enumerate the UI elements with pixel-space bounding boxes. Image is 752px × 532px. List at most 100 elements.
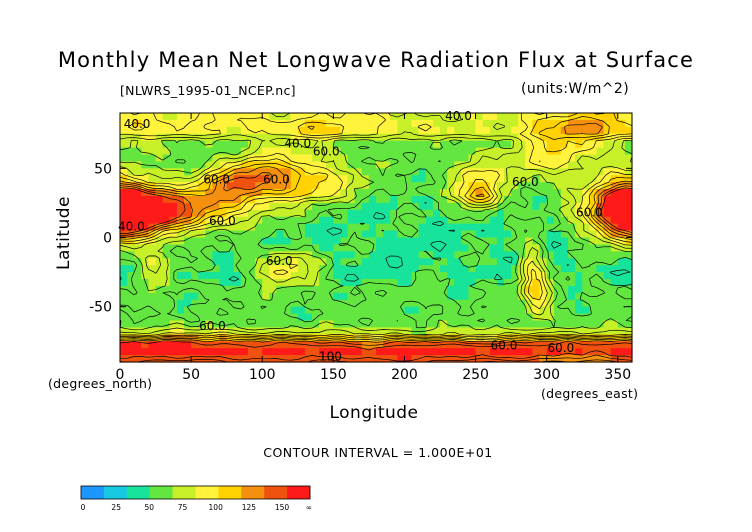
heatmap-cell [596, 237, 605, 246]
heatmap-cell [610, 251, 619, 259]
heatmap-cell [297, 113, 306, 121]
heatmap-cell [255, 327, 263, 335]
heatmap-cell [610, 348, 619, 356]
heatmap-cell [233, 258, 242, 266]
heatmap-cell [155, 355, 164, 363]
heatmap-cell [468, 306, 477, 315]
heatmap-cell [340, 355, 349, 363]
heatmap-cell [603, 140, 612, 149]
heatmap-cell [368, 147, 377, 156]
heatmap-cell [546, 292, 555, 301]
heatmap-cell [354, 327, 363, 335]
heatmap-cell [496, 119, 505, 128]
heatmap-cell [418, 168, 427, 176]
heatmap-cell [248, 140, 256, 149]
heatmap-cell [411, 133, 420, 142]
heatmap-cell [276, 113, 285, 121]
heatmap-cell [319, 285, 327, 294]
heatmap-cell [390, 313, 398, 322]
heatmap-cell [134, 292, 142, 301]
heatmap-cell [283, 348, 292, 356]
y-tick-label: 0 [103, 231, 112, 247]
heatmap-cell [610, 161, 619, 169]
heatmap-cell [354, 292, 363, 301]
heatmap-cell [610, 182, 619, 190]
heatmap-cell [283, 279, 292, 287]
heatmap-cell [176, 202, 185, 211]
heatmap-cell [269, 258, 278, 266]
heatmap-cell [390, 334, 398, 342]
contour-label: 60.0 [199, 319, 226, 333]
heatmap-cell [418, 223, 427, 232]
heatmap-cell [120, 237, 128, 246]
heatmap-cell [340, 230, 349, 239]
heatmap-cell [504, 154, 512, 163]
heatmap-cell [440, 209, 448, 218]
heatmap-cell [304, 113, 313, 121]
heatmap-cell [546, 182, 555, 190]
heatmap-cell [603, 161, 612, 169]
heatmap-cell [219, 327, 228, 335]
heatmap-cell [248, 258, 256, 266]
heatmap-cell [482, 161, 491, 169]
heatmap-cell [205, 251, 214, 259]
heatmap-cell [169, 265, 178, 273]
heatmap-cell [304, 230, 313, 239]
heatmap-cell [134, 355, 142, 363]
heatmap-cell [397, 161, 406, 169]
heatmap-cell [361, 133, 370, 142]
heatmap-cell [589, 161, 598, 169]
heatmap-cell [198, 161, 206, 169]
heatmap-cell [553, 147, 562, 156]
heatmap-cell [205, 119, 214, 128]
heatmap-cell [411, 202, 420, 211]
heatmap-cell [155, 189, 164, 197]
heatmap-cell [269, 175, 278, 183]
heatmap-cell [425, 341, 434, 349]
heatmap-cell [511, 258, 519, 266]
heatmap-cell [610, 265, 619, 273]
heatmap-cell [617, 113, 626, 121]
heatmap-cell [176, 161, 185, 169]
heatmap-cell [169, 147, 178, 156]
heatmap-cell [368, 154, 377, 163]
heatmap-cell [518, 140, 526, 149]
heatmap-cell [233, 341, 242, 349]
heatmap-cell [226, 182, 235, 190]
heatmap-cell [418, 272, 427, 280]
heatmap-cell [489, 237, 498, 246]
heatmap-cell [333, 196, 342, 204]
contour-label: 60.0 [491, 338, 518, 352]
heatmap-cell [198, 196, 206, 204]
colorbar-swatch [287, 486, 311, 499]
heatmap-cell [176, 223, 185, 232]
heatmap-cell [518, 126, 526, 135]
heatmap-cell [518, 237, 526, 246]
heatmap-cell [383, 251, 391, 259]
heatmap-cell [418, 313, 427, 322]
heatmap-cell [240, 147, 249, 156]
heatmap-cell [340, 216, 349, 225]
heatmap-cell [454, 175, 462, 183]
heatmap-cell [198, 133, 206, 142]
heatmap-cell [347, 334, 356, 342]
heatmap-cell [617, 341, 626, 349]
heatmap-cell [368, 348, 377, 356]
heatmap-cell [184, 223, 192, 232]
heatmap-cell [482, 168, 491, 176]
heatmap-cell [617, 119, 626, 128]
heatmap-cell [432, 119, 441, 128]
heatmap-cell [326, 161, 334, 169]
heatmap-cell [148, 285, 157, 294]
heatmap-cell [226, 189, 235, 197]
heatmap-cell [440, 223, 448, 232]
heatmap-cell [475, 175, 484, 183]
heatmap-cell [546, 348, 555, 356]
heatmap-cell [432, 244, 441, 252]
heatmap-cell [468, 147, 477, 156]
heatmap-cell [240, 119, 249, 128]
heatmap-cell [432, 327, 441, 335]
heatmap-cell [539, 320, 548, 329]
heatmap-cell [568, 216, 576, 225]
heatmap-cell [610, 140, 619, 149]
